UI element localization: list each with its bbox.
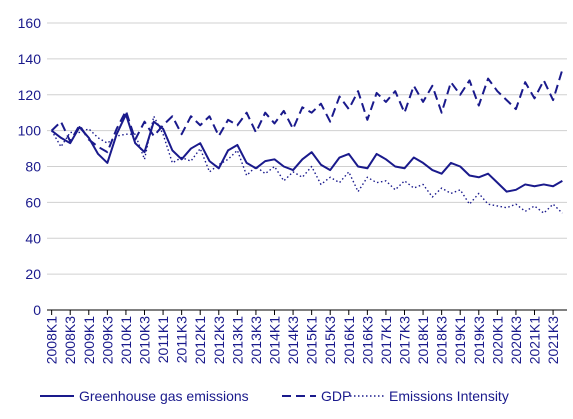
- x-tick-label: 2017K3: [397, 316, 413, 364]
- x-tick-label: 2011K3: [174, 316, 190, 363]
- y-tick-label: 0: [33, 302, 41, 318]
- x-tick-label: 2014K3: [285, 316, 301, 364]
- x-tick-label: 2008K3: [62, 316, 78, 364]
- y-tick-label: 40: [25, 230, 41, 246]
- x-tick-label: 2018K1: [415, 316, 431, 364]
- x-tick-label: 2016K1: [341, 316, 357, 364]
- x-tick-label: 2012K3: [211, 316, 227, 364]
- y-tick-label: 60: [25, 194, 41, 210]
- x-axis-tick-labels: 2008K1 2008K3 2009K1 2009K3 2010K1 2010K3 2011…: [44, 316, 561, 364]
- x-tick-label: 2013K3: [248, 316, 264, 364]
- x-tick-label: 2009K3: [99, 316, 115, 364]
- x-tick-label: 2019K1: [452, 316, 468, 364]
- y-tick-label: 20: [25, 266, 41, 282]
- x-tick-label: 2015K1: [304, 316, 320, 364]
- x-tick-label: 2021K3: [545, 316, 561, 364]
- x-tick-label: 2017K1: [378, 316, 394, 364]
- axes: [47, 309, 567, 315]
- x-tick-label: 2014K1: [267, 316, 283, 364]
- x-tick-label: 2011K1: [155, 316, 171, 363]
- x-tick-label: 2018K3: [434, 316, 450, 364]
- legend-label-3: Emissions Intensity: [389, 388, 509, 404]
- x-tick-label: 2008K1: [44, 316, 60, 364]
- grid-lines: [47, 22, 567, 275]
- y-tick-label: 120: [18, 87, 42, 103]
- series-lines: [50, 69, 564, 214]
- x-tick-label: 2020K3: [508, 316, 524, 364]
- x-tick-label: 2020K1: [489, 316, 505, 364]
- series-line-1: [51, 113, 563, 193]
- y-tick-label: 160: [18, 15, 42, 31]
- series-line-2: [50, 69, 564, 154]
- x-tick-label: 2010K1: [118, 316, 134, 364]
- y-tick-label: 100: [18, 123, 42, 139]
- y-tick-label: 80: [25, 159, 41, 175]
- y-tick-label: 140: [18, 51, 42, 67]
- x-tick-label: 2016K3: [359, 316, 375, 364]
- x-tick-label: 2021K1: [527, 316, 543, 364]
- x-tick-label: 2010K3: [137, 316, 153, 364]
- legend: Greenhouse gas emissions GDP Emissions Int…: [40, 388, 509, 404]
- x-tick-label: 2019K3: [471, 316, 487, 364]
- legend-label-2: GDP: [321, 388, 351, 404]
- y-axis-tick-labels: 0 20 40 60 80 100 120 140 160: [18, 15, 42, 318]
- x-tick-label: 2013K1: [229, 316, 245, 364]
- x-tick-label: 2009K1: [81, 316, 97, 364]
- legend-label-1: Greenhouse gas emissions: [79, 388, 249, 404]
- x-tick-label: 2015K3: [322, 316, 338, 364]
- x-tick-label: 2012K1: [192, 316, 208, 364]
